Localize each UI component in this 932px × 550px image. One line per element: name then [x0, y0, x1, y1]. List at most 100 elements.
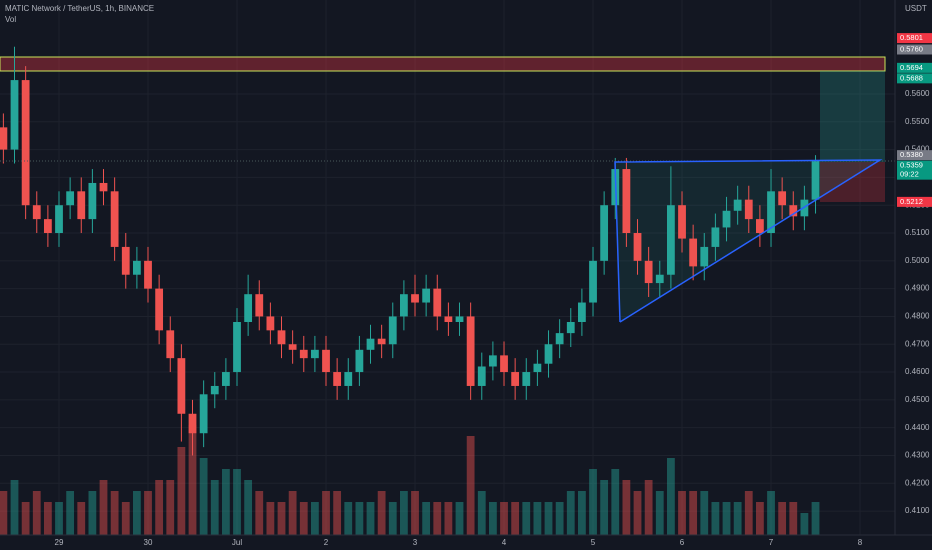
- price-label: 0.5694: [900, 63, 923, 72]
- volume-bar: [322, 491, 330, 535]
- volume-bar: [800, 513, 809, 535]
- x-tick-label: 4: [502, 538, 507, 547]
- candle-body: [566, 322, 575, 334]
- candle-body: [399, 294, 408, 317]
- candle-body: [377, 338, 386, 345]
- volume-bar: [21, 502, 30, 535]
- candle-body: [88, 182, 97, 220]
- candle-body: [711, 227, 720, 247]
- candle-body: [10, 80, 19, 150]
- candle-body: [244, 294, 253, 323]
- volume-bar: [199, 458, 208, 535]
- candle-body: [455, 316, 464, 323]
- volume-bar: [444, 502, 453, 535]
- x-tick-label: 5: [591, 538, 596, 547]
- x-tick-label: Jul: [232, 538, 242, 547]
- volume-bar: [144, 491, 152, 535]
- candle-body: [444, 316, 453, 323]
- volume-bar: [210, 480, 219, 535]
- candle-body: [177, 358, 186, 414]
- volume-bar: [522, 502, 531, 535]
- volume-bar: [511, 502, 520, 535]
- volume-bar: [678, 491, 686, 535]
- candle-body: [132, 260, 141, 275]
- candle-body: [678, 205, 686, 239]
- candle-body: [589, 260, 597, 303]
- candle-body: [733, 199, 742, 211]
- volume-bar: [99, 480, 108, 535]
- candle-body: [488, 355, 497, 367]
- candle-body: [77, 191, 86, 220]
- ascending-triangle: [614, 159, 883, 323]
- y-tick-label: 0.4900: [905, 284, 930, 293]
- y-tick-label: 0.5100: [905, 228, 930, 237]
- candle-body: [121, 246, 130, 275]
- candle-body: [555, 333, 564, 345]
- countdown: 09:22: [900, 170, 919, 179]
- resistance-zone: [0, 56, 886, 72]
- x-tick-label: 3: [413, 538, 418, 547]
- price-label: 0.5359: [900, 161, 923, 170]
- y-tick-label: 0.5000: [905, 256, 930, 265]
- candle-body: [533, 363, 542, 373]
- volume-bar: [722, 502, 731, 535]
- candle-body: [522, 372, 531, 386]
- candle-body: [188, 413, 197, 434]
- volume-bar: [622, 480, 631, 535]
- candle-body: [199, 394, 208, 434]
- candles-layer: [0, 46, 895, 456]
- volume-bar: [255, 491, 264, 535]
- volume-bar: [366, 502, 375, 535]
- candle-body: [333, 372, 342, 386]
- y-tick-label: 0.5600: [905, 89, 930, 98]
- price-label-bg: [897, 33, 932, 44]
- candle-body: [411, 294, 419, 303]
- y-tick-label: 0.4200: [905, 478, 930, 487]
- volume-bar: [644, 480, 653, 535]
- volume-bar: [344, 502, 353, 535]
- candle-body: [544, 344, 553, 364]
- candle-body: [622, 169, 631, 234]
- candle-body: [344, 372, 353, 386]
- volume-label: Vol: [5, 15, 16, 24]
- y-tick-label: 0.5400: [905, 145, 930, 154]
- y-tick-label: 0.4100: [905, 506, 930, 515]
- y-tick-label: 0.4700: [905, 339, 930, 348]
- volume-bar: [43, 502, 52, 535]
- volume-bar: [355, 502, 364, 535]
- price-label-bg: [897, 62, 932, 73]
- volume-bar: [711, 502, 720, 535]
- volume-bar: [667, 458, 675, 535]
- volume-bar: [310, 502, 319, 535]
- axis-layer: 0.4100 0.4200 0.4300 0.4400 0.4500 0.4600 0.47…: [55, 33, 932, 547]
- price-label-bg: [897, 160, 932, 180]
- volume-bar: [155, 480, 164, 535]
- candle-body: [210, 385, 219, 395]
- candle-body: [99, 182, 108, 192]
- candle-body: [366, 338, 375, 350]
- candle-body: [644, 260, 653, 284]
- candle-body: [144, 260, 152, 289]
- candle-body: [744, 199, 753, 220]
- volume-bar: [221, 469, 230, 535]
- volume-bar: [233, 469, 241, 535]
- volume-bar: [299, 502, 308, 535]
- price-label: 0.5760: [900, 44, 923, 53]
- x-tick-label: 6: [680, 538, 685, 547]
- volume-bar: [477, 491, 486, 535]
- y-tick-label: 0.4600: [905, 367, 930, 376]
- candle-body: [0, 127, 8, 150]
- volume-layer: [0, 425, 820, 535]
- volume-bar: [132, 491, 141, 535]
- volume-bar: [733, 502, 742, 535]
- volume-bar: [10, 480, 19, 535]
- candle-body: [778, 191, 787, 206]
- volume-bar: [589, 469, 597, 535]
- candle-body: [266, 316, 275, 331]
- volume-bar: [266, 502, 275, 535]
- volume-bar: [277, 502, 286, 535]
- volume-bar: [633, 491, 642, 535]
- x-tick-label: 7: [769, 538, 774, 547]
- candle-body: [800, 199, 809, 217]
